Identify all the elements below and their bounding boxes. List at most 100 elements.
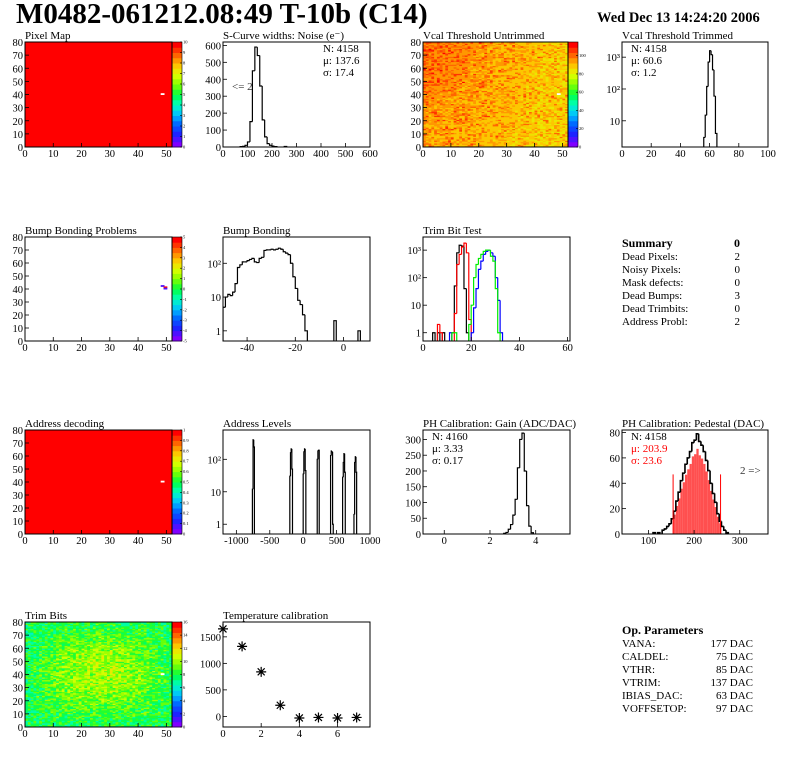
heatmap-cell (459, 42, 463, 44)
heatmap-cell (531, 102, 535, 105)
heatmap-cell (481, 87, 485, 90)
heatmap-cell (470, 73, 474, 76)
heatmap-cell (478, 95, 482, 98)
timestamp: Wed Dec 13 14:24:20 2006 (597, 10, 760, 26)
palette-tick-label: 4 (183, 245, 186, 250)
heatmap-cell (526, 80, 530, 82)
heatmap-cell (534, 86, 538, 89)
heatmap-cell (425, 133, 429, 136)
heatmap-cell (478, 47, 482, 49)
heatmap-cell (470, 139, 474, 141)
heatmap-cell (556, 89, 561, 91)
histogram-bin (656, 531, 661, 534)
heatmap-cell (526, 132, 530, 135)
heatmap-cell (528, 90, 533, 93)
heatmap-cell (503, 122, 508, 124)
heatmap-cell (450, 137, 455, 140)
heatmap-cell (562, 119, 566, 122)
heatmap-cell (554, 116, 558, 119)
heatmap-cell (453, 84, 457, 86)
heatmap-cell (523, 69, 527, 72)
heatmap-cell (459, 139, 463, 141)
heatmap-cell (537, 101, 541, 103)
heatmap-cell (503, 119, 508, 122)
heatmap-cell (431, 106, 435, 109)
heatmap-cell (478, 65, 482, 68)
heatmap-cell (462, 128, 466, 131)
heatmap-cell (492, 124, 496, 127)
heatmap-cell (548, 90, 552, 93)
palette-step (172, 42, 182, 48)
heatmap-cell (27, 702, 32, 704)
heatmap-cell (498, 103, 502, 106)
heatmap-cell (423, 133, 427, 136)
heatmap-cell (484, 47, 488, 49)
heatmap-cell (562, 95, 566, 98)
palette-step (172, 508, 182, 514)
heatmap-cell (501, 61, 505, 64)
heatmap-cell (484, 65, 488, 68)
heatmap-cell (428, 43, 432, 46)
heatmap-cell (537, 70, 541, 73)
histogram-bin (258, 257, 262, 263)
heatmap-cell (526, 139, 530, 141)
heatmap-cell (565, 59, 569, 61)
heatmap-cell (545, 122, 549, 124)
heatmap-cell (526, 65, 530, 68)
heatmap-cell (556, 51, 561, 53)
heatmap-cell (526, 55, 530, 57)
heatmap-cell (542, 120, 547, 123)
chart-title: Address decoding (25, 418, 105, 430)
heatmap-cell (439, 69, 443, 72)
chart-title: Trim Bits (25, 610, 67, 622)
heatmap-cell (501, 90, 505, 93)
heatmap-cell (470, 45, 474, 48)
heatmap-cell (509, 53, 513, 56)
heatmap-cell (431, 55, 435, 57)
heatmap-cell (464, 81, 469, 84)
heatmap-cell (554, 97, 558, 99)
heatmap-cell (520, 122, 524, 124)
x-tick-label: 0 (619, 149, 624, 160)
heatmap-cell (459, 86, 463, 89)
heatmap-cell (464, 70, 469, 73)
palette-step (568, 115, 578, 122)
palette-tick-label: 5 (183, 92, 186, 97)
heatmap-cell (534, 64, 538, 67)
heatmap-cell (503, 106, 508, 109)
heatmap-cell (439, 60, 443, 63)
heatmap-cell (475, 44, 480, 47)
heatmap-cell (434, 74, 438, 77)
heatmap-cell (467, 91, 471, 94)
heatmap-cell (548, 59, 552, 61)
x-tick-label: 300 (289, 149, 305, 160)
heatmap-cell (462, 93, 466, 95)
heatmap-cell (534, 49, 538, 52)
heatmap-cell (475, 74, 480, 77)
heatmap-cell (439, 144, 443, 147)
heatmap-cell (467, 103, 471, 106)
heatmap-cell (498, 108, 502, 111)
heatmap-cell (509, 64, 513, 67)
heatmap-cell (495, 56, 499, 59)
heatmap-cell (512, 97, 516, 99)
heatmap-cell (448, 144, 452, 147)
heatmap-cell (548, 53, 552, 56)
heatmap-cell (478, 99, 482, 102)
heatmap-cell (428, 48, 432, 51)
heatmap-cell (565, 76, 569, 78)
heatmap-cell (445, 106, 449, 109)
heatmap-cell (456, 93, 460, 95)
histogram-bin (703, 136, 706, 147)
heatmap-cell (473, 61, 477, 64)
heatmap-cell (462, 141, 466, 144)
heatmap-cell (517, 103, 521, 106)
heatmap-cell (495, 124, 499, 127)
heatmap-cell (436, 73, 441, 76)
heatmap-cell (481, 99, 485, 102)
heatmap-cell (450, 110, 455, 112)
heatmap-cell (492, 45, 496, 48)
heatmap-cell (487, 59, 491, 61)
heatmap-cell (473, 135, 477, 137)
heatmap-cell (531, 103, 535, 106)
